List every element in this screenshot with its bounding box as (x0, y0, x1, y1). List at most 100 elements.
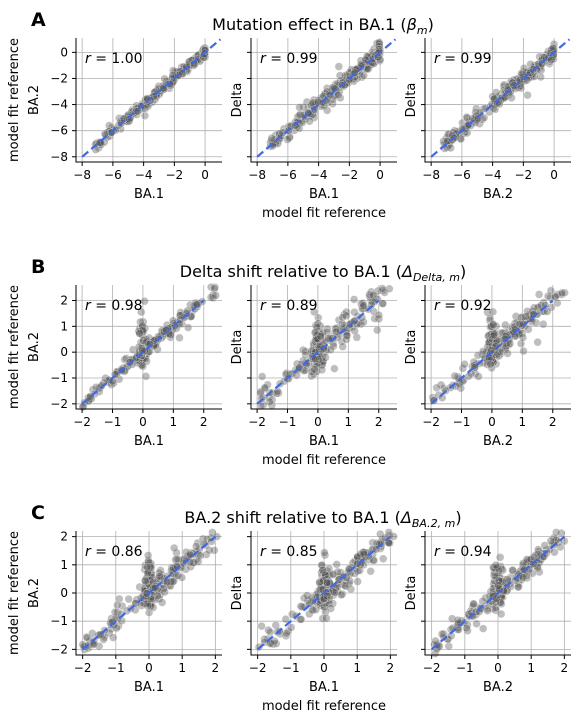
data-point (346, 585, 356, 594)
data-point (546, 286, 556, 295)
data-point (170, 543, 179, 553)
diagonal-line (256, 38, 397, 158)
x-tick-label: −8 (248, 168, 266, 182)
y-tick-label: 0 (60, 345, 68, 359)
data-point (115, 594, 124, 604)
data-point (272, 389, 281, 398)
x-tick-label: 2 (200, 415, 208, 429)
x-tick-label: −2 (341, 168, 359, 182)
data-point (486, 360, 495, 369)
data-point (501, 320, 510, 330)
x-tick-label: −2 (515, 168, 533, 182)
data-point (316, 332, 325, 341)
data-point (350, 326, 359, 336)
data-point (271, 621, 280, 630)
data-point (560, 288, 569, 297)
data-point (124, 595, 133, 604)
data-point (256, 401, 266, 411)
data-point (168, 316, 178, 325)
data-point (508, 566, 517, 575)
data-point (281, 615, 290, 624)
data-point (326, 345, 335, 354)
data-point (521, 312, 530, 321)
correlation-label: r = 0.89 (260, 298, 318, 314)
data-point (208, 528, 217, 537)
data-point (287, 623, 296, 632)
data-point (479, 624, 488, 633)
data-point (503, 349, 512, 358)
y-axis-label: Delta (404, 576, 419, 611)
data-point (349, 295, 359, 304)
x-tick-label: 0 (494, 661, 502, 675)
y-tick-label: 1 (60, 558, 68, 572)
x-tick-label: 0 (314, 415, 322, 429)
x-tick-label: −6 (104, 168, 122, 182)
correlation-label: r = 0.99 (434, 51, 492, 67)
x-tick-label: 0 (550, 168, 558, 182)
data-point (492, 594, 501, 603)
row-b: B Delta shift relative to BA.1 (ΔDelta, m… (7, 256, 571, 468)
data-point (472, 619, 481, 628)
data-point (322, 87, 332, 96)
data-point (138, 325, 148, 335)
x-axis-label: BA.1 (309, 434, 339, 449)
x-tick-label: −1 (104, 415, 122, 429)
data-point (543, 292, 553, 301)
data-point (335, 71, 345, 80)
data-point (295, 103, 304, 112)
data-point (210, 546, 219, 555)
panel-letter: A (31, 9, 46, 31)
x-tick-label: 0 (145, 661, 153, 675)
y-axis-label: Delta (230, 576, 245, 611)
data-point (141, 104, 150, 113)
data-point (314, 313, 323, 322)
data-point (332, 560, 341, 569)
x-axis-label: BA.2 (483, 434, 513, 449)
x-tick-label: −2 (74, 661, 92, 675)
data-point (266, 627, 275, 637)
data-point (373, 325, 382, 335)
data-point (359, 317, 368, 327)
data-point (518, 333, 528, 342)
data-point (109, 633, 118, 642)
data-point (318, 566, 327, 575)
data-point (539, 320, 548, 329)
data-point (479, 113, 489, 122)
x-tick-label: 1 (527, 661, 535, 675)
x-tick-label: 0 (376, 168, 384, 182)
diagonal-line (430, 299, 554, 405)
data-point (158, 598, 167, 607)
x-tick-label: −4 (135, 168, 153, 182)
x-axis-label: BA.2 (483, 187, 513, 202)
data-point (305, 117, 314, 126)
data-point (308, 98, 317, 108)
x-tick-label: −1 (282, 661, 300, 675)
data-point (315, 577, 324, 587)
data-point (140, 297, 149, 306)
x-tick-label: 2 (212, 661, 220, 675)
panel-a-1: −8 −8 −6 −6 −4 −4 −2 −2 0 0 r = 1.00 BA.1 BA.2 (27, 38, 222, 202)
data-point (342, 328, 351, 338)
correlation-label: r = 0.85 (260, 544, 318, 560)
x-tick-label: 1 (178, 661, 186, 675)
diagonal-line (81, 299, 205, 405)
x-tick-label: 0 (488, 415, 496, 429)
data-point (137, 601, 146, 610)
data-point (206, 293, 216, 302)
x-axis-label: BA.1 (134, 434, 164, 449)
data-point (143, 551, 153, 560)
x-tick-label: 0 (139, 415, 147, 429)
data-point (373, 286, 383, 296)
data-point (307, 367, 316, 376)
data-point (142, 589, 151, 598)
data-point (183, 323, 193, 332)
y-tick-label: −1 (50, 371, 68, 385)
y-tick-label: −4 (50, 98, 68, 112)
y-axis-label: BA.2 (27, 332, 42, 362)
x-tick-label: −4 (310, 168, 328, 182)
data-point (436, 380, 446, 390)
data-point (334, 62, 343, 71)
data-point (464, 372, 473, 381)
x-reference-label: model fit reference (262, 206, 386, 221)
row-title: Mutation effect in BA.1 (βm) (212, 15, 434, 37)
